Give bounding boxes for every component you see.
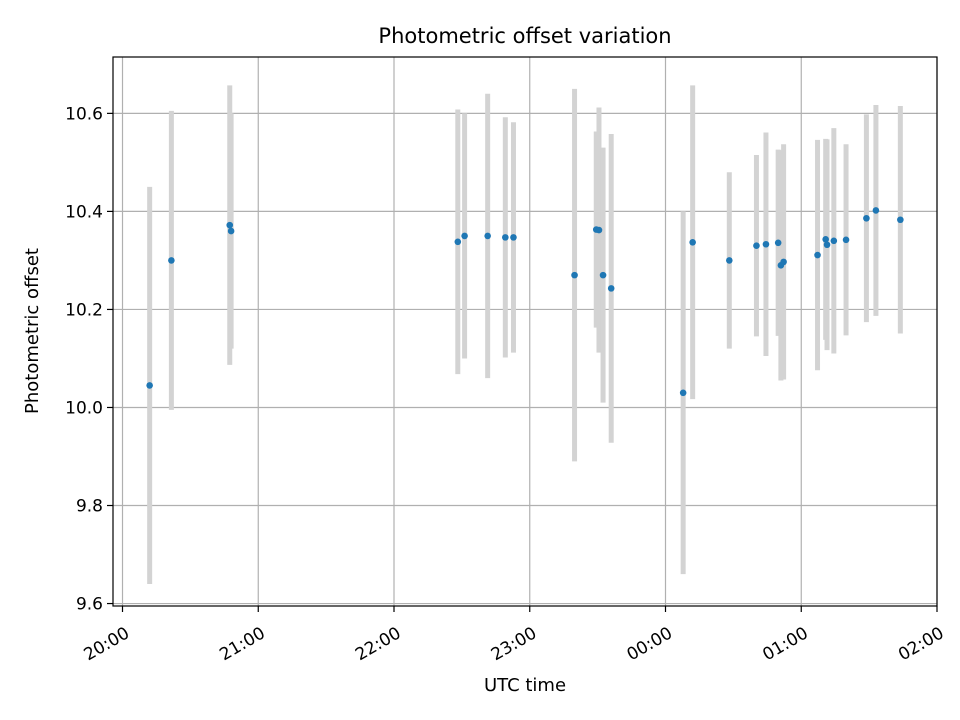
y-tick-label: 9.8 [76, 497, 103, 517]
data-point [607, 285, 615, 292]
data-point [226, 221, 234, 229]
data-point [830, 237, 838, 245]
data-point [146, 382, 153, 389]
data-point [897, 216, 904, 224]
data-point [774, 239, 782, 247]
data-point [454, 238, 462, 246]
data-point [679, 389, 687, 397]
data-point [872, 207, 880, 214]
data-point [814, 251, 821, 259]
y-tick-label: 10.4 [65, 202, 103, 222]
data-points [146, 207, 904, 397]
chart-title: Photometric offset variation [378, 24, 671, 48]
data-point [780, 258, 787, 266]
data-point [227, 227, 235, 235]
data-point [842, 236, 850, 244]
data-point [823, 241, 831, 249]
y-axis-title: Photometric offset [22, 248, 43, 414]
y-tick-label: 9.6 [76, 595, 103, 615]
data-point [726, 257, 733, 264]
data-point [689, 238, 696, 246]
y-tick-label: 10.2 [65, 300, 103, 320]
data-point [461, 232, 468, 240]
data-point [502, 234, 509, 241]
data-point [863, 214, 870, 222]
y-axis-ticks: 9.6 9.8 10.0 10.2 10.4 10.6 [65, 104, 113, 615]
data-point [595, 226, 603, 234]
data-point [571, 271, 578, 279]
data-point [822, 236, 829, 243]
data-point [168, 257, 175, 264]
y-tick-label: 10.6 [65, 104, 103, 124]
data-point [599, 271, 607, 279]
y-tick-label: 10.0 [65, 398, 103, 418]
data-point [762, 240, 770, 248]
data-point [510, 234, 517, 241]
data-point [484, 232, 491, 240]
grid-lines [113, 57, 938, 606]
x-axis-title: UTC time [484, 675, 566, 696]
data-point [753, 242, 760, 250]
axes-frame [112, 56, 938, 607]
